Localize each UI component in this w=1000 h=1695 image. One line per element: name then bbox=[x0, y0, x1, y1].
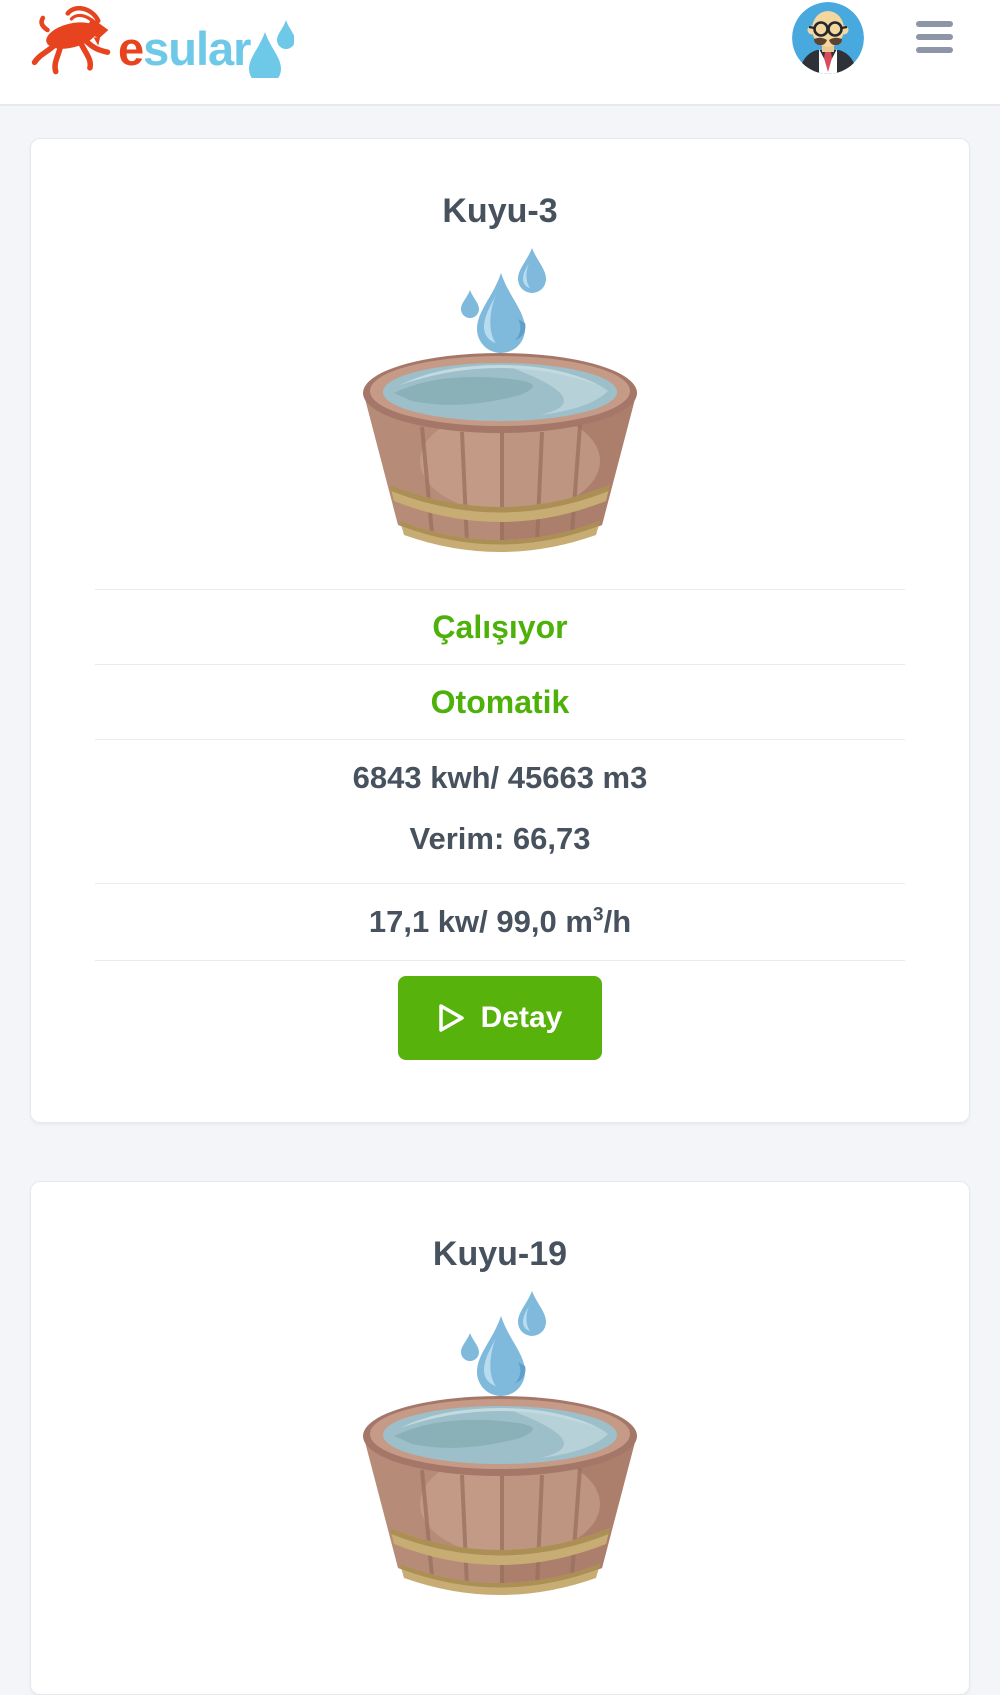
well-mode: Otomatik bbox=[430, 684, 570, 720]
divider bbox=[95, 739, 905, 740]
well-title: Kuyu-3 bbox=[442, 192, 558, 230]
hamburger-menu-icon[interactable] bbox=[916, 19, 953, 55]
water-drops-icon bbox=[249, 20, 295, 78]
energy-volume-value: 6843 kwh/ 45663 m3 bbox=[352, 760, 648, 795]
avatar-man-icon bbox=[792, 2, 864, 74]
goat-logo-icon bbox=[31, 6, 111, 75]
divider bbox=[95, 589, 905, 590]
app-header: e sular bbox=[0, 0, 1000, 106]
brand-logo[interactable]: e sular bbox=[28, 6, 295, 78]
logo-text-red: e bbox=[118, 22, 144, 75]
play-icon bbox=[438, 1004, 464, 1032]
detail-button-label: Detay bbox=[480, 1001, 563, 1034]
efficiency-value: Verim: 66,73 bbox=[409, 821, 591, 856]
header-actions bbox=[792, 0, 953, 74]
well-card-kuyu-3: Kuyu-3 Çalışıyor Otomatik 6843 kwh/ 4566… bbox=[30, 138, 970, 1123]
button-row: Detay bbox=[31, 961, 969, 1060]
well-status: Çalışıyor bbox=[432, 609, 568, 645]
logo-text-blue: sular bbox=[143, 22, 251, 75]
divider bbox=[95, 883, 905, 884]
well-metrics: 6843 kwh/ 45663 m3 Verim: 66,73 bbox=[31, 740, 969, 883]
flow-value: 17,1 kw/ 99,0 m3/h bbox=[368, 904, 632, 939]
divider bbox=[95, 664, 905, 665]
well-title: Kuyu-19 bbox=[432, 1235, 568, 1273]
water-bucket-illustration bbox=[361, 246, 639, 554]
user-avatar[interactable] bbox=[792, 2, 864, 74]
divider bbox=[95, 960, 905, 961]
detail-button[interactable]: Detay bbox=[397, 976, 603, 1060]
well-card-list: Kuyu-3 Çalışıyor Otomatik 6843 kwh/ 4566… bbox=[0, 106, 1000, 1695]
well-card-kuyu-19: Kuyu-19 bbox=[30, 1181, 970, 1695]
water-bucket-illustration bbox=[361, 1289, 639, 1597]
